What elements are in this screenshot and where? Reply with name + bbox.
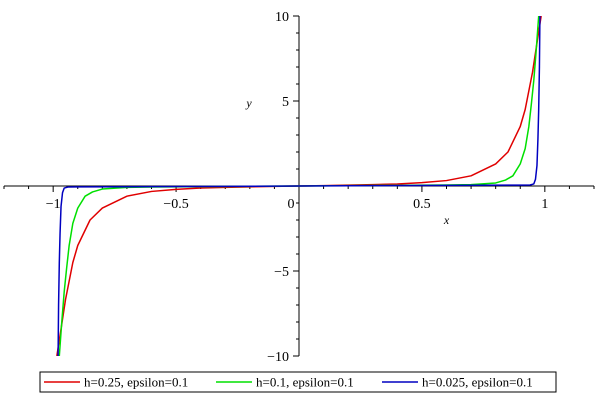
x-tick-label: 0 — [288, 197, 295, 212]
x-tick-label: −1 — [46, 197, 61, 212]
y-axis-label: y — [245, 96, 252, 110]
legend-box — [39, 371, 557, 393]
y-tick-label: −5 — [274, 265, 289, 280]
legend: h=0.25, epsilon=0.1 h=0.1, epsilon=0.1 h=0… — [39, 371, 557, 393]
series-layer — [56, 16, 542, 356]
x-tick-label: 1 — [541, 197, 548, 212]
legend-label-2: h=0.025, epsilon=0.1 — [422, 375, 533, 390]
y-tick-label: 5 — [282, 95, 289, 110]
x-tick-label: −0.5 — [163, 197, 188, 212]
x-axis-label: x — [443, 213, 450, 227]
legend-label-1: h=0.1, epsilon=0.1 — [256, 375, 354, 390]
series-line-2 — [57, 16, 541, 356]
x-tick-label: 0.5 — [413, 197, 431, 212]
legend-label-0: h=0.25, epsilon=0.1 — [84, 375, 188, 390]
labels-layer: −1 −0.5 0 0.5 1 −10 −5 5 10 x y — [46, 10, 549, 365]
y-tick-label: −10 — [267, 350, 289, 365]
y-tick-label: 10 — [275, 10, 289, 25]
